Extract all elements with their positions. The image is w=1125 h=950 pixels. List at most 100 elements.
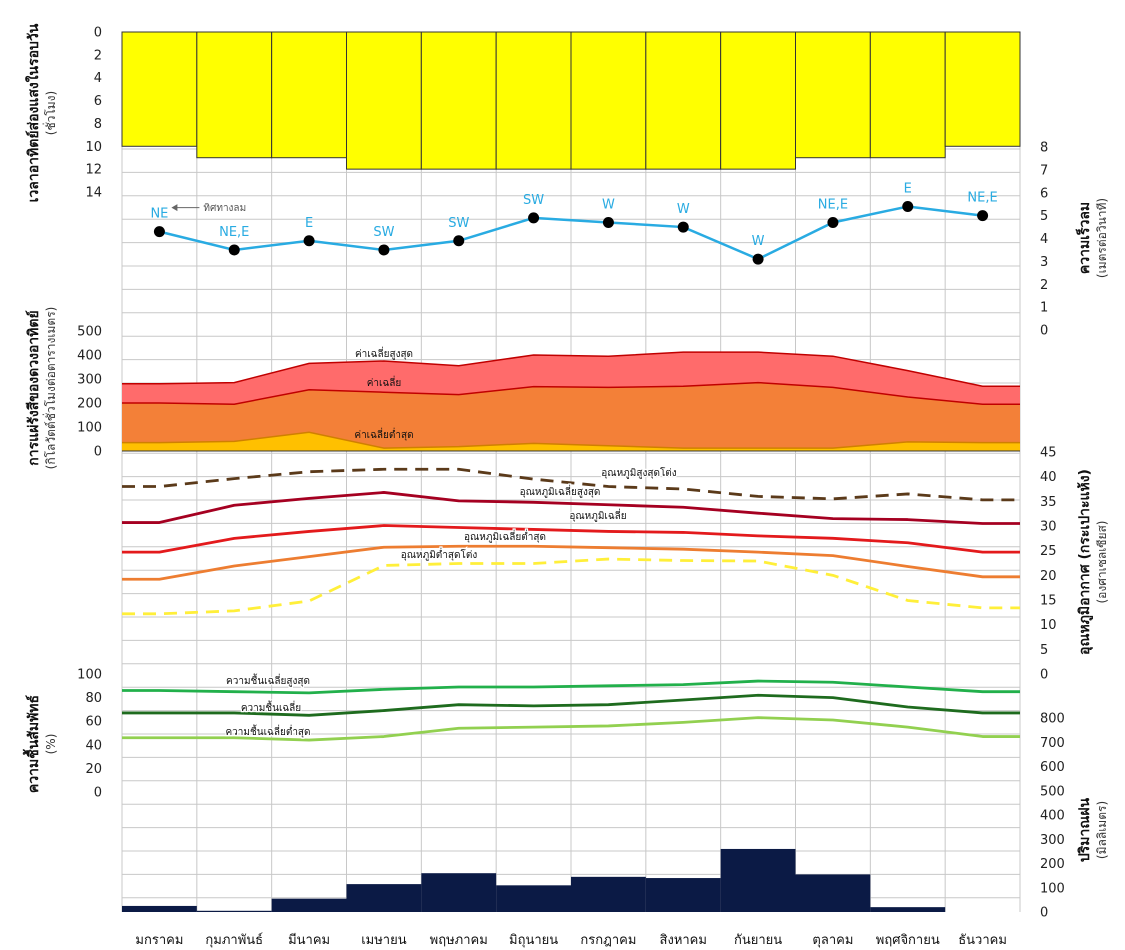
wind-direction-label: E bbox=[305, 216, 313, 231]
humidity-tick-label: 40 bbox=[85, 738, 102, 753]
temperature-tick-label: 40 bbox=[1040, 470, 1057, 485]
rainfall-bar bbox=[496, 885, 571, 912]
sunshine-bar bbox=[420, 31, 497, 170]
sunshine-tick-label: 14 bbox=[85, 186, 102, 201]
sunshine-tick-label: 10 bbox=[85, 140, 102, 155]
month-label: กุมภาพันธ์ bbox=[205, 932, 263, 948]
temperature-label-mean_max: อุณหภูมิเฉลี่ยสูงสุด bbox=[520, 484, 601, 498]
temperature-tick-label: 30 bbox=[1040, 520, 1057, 535]
rainfall-tick-label: 0 bbox=[1040, 906, 1048, 921]
sunshine-bar bbox=[346, 31, 422, 170]
radiation-panel: ค่าเฉลี่ยสูงสุดค่าเฉลี่ยค่าเฉลี่ยต่ำสุด bbox=[122, 346, 1020, 452]
rainfall-tick-label: 800 bbox=[1040, 712, 1065, 727]
rainfall-tick-label: 500 bbox=[1040, 784, 1065, 799]
wind-direction-label: W bbox=[677, 202, 690, 217]
rainfall-tick-label: 300 bbox=[1040, 833, 1065, 848]
sunshine-axis-title: เวลาอาทิตย์ส่องแสงในรอบวัน bbox=[24, 23, 42, 202]
wind-direction-label: NE,E bbox=[967, 191, 997, 206]
humidity-tick-label: 100 bbox=[77, 668, 102, 683]
month-label: ธันวาคม bbox=[958, 933, 1007, 948]
wind-axis-unit: (เมตรต่อวินาที) bbox=[1095, 198, 1109, 278]
wind-point bbox=[602, 216, 614, 228]
radiation-area-mean bbox=[122, 382, 1020, 451]
humidity-label-max: ความชื้นเฉลี่ยสูงสุด bbox=[226, 673, 310, 687]
temperature-tick-label: 35 bbox=[1040, 495, 1057, 510]
radiation-label-mean: ค่าเฉลี่ย bbox=[367, 375, 402, 389]
temperature-line-mean_min bbox=[122, 544, 1020, 581]
wind-point bbox=[378, 244, 390, 256]
wind-point bbox=[902, 200, 914, 212]
rainfall-tick-label: 200 bbox=[1040, 857, 1065, 872]
sunshine-bar bbox=[121, 31, 198, 147]
rainfall-bar bbox=[870, 907, 946, 912]
temperature-axis-unit: (องศาเซลเซียส) bbox=[1095, 521, 1109, 604]
sunshine-bar bbox=[944, 31, 1021, 147]
humidity-label-mean: ความชื้นเฉลี่ย bbox=[241, 700, 301, 714]
wind-direction-label: SW bbox=[373, 225, 394, 240]
month-label: ตุลาคม bbox=[812, 933, 853, 948]
month-label: กรกฎาคม bbox=[580, 933, 636, 948]
wind-direction-label: SW bbox=[523, 193, 544, 208]
temperature-tick-label: 20 bbox=[1040, 569, 1057, 584]
wind-direction-label: W bbox=[752, 234, 765, 249]
rainfall-axis-title: ปริมาณฝน bbox=[1077, 797, 1093, 862]
wind-point bbox=[752, 253, 764, 265]
rainfall-bar bbox=[645, 878, 721, 912]
sunshine-tick-label: 4 bbox=[94, 71, 102, 86]
temperature-line-mean_max bbox=[122, 491, 1020, 525]
rainfall-bar bbox=[421, 873, 497, 912]
wind-direction-label: SW bbox=[448, 216, 469, 231]
sunshine-tick-label: 0 bbox=[94, 26, 102, 41]
radiation-tick-label: 500 bbox=[77, 325, 102, 340]
wind-tick-label: 8 bbox=[1040, 141, 1048, 156]
radiation-axis-title: การแผ่รังสีของดวงอาทิตย์ bbox=[25, 310, 42, 465]
wind-tick-label: 2 bbox=[1040, 278, 1048, 293]
rainfall-tick-label: 100 bbox=[1040, 881, 1065, 896]
sunshine-tick-label: 8 bbox=[94, 117, 102, 132]
wind-tick-label: 7 bbox=[1040, 163, 1048, 178]
wind-point bbox=[453, 235, 465, 247]
wind-point bbox=[677, 221, 689, 233]
wind-direction-label: NE,E bbox=[818, 197, 848, 212]
rainfall-bar bbox=[122, 905, 197, 912]
humidity-axis-unit: (%) bbox=[44, 734, 58, 755]
temperature-tick-label: 10 bbox=[1040, 618, 1057, 633]
wind-annotation-label: ทิศทางลม bbox=[203, 203, 246, 214]
radiation-label-min: ค่าเฉลี่ยต่ำสุด bbox=[354, 427, 413, 441]
radiation-area-min bbox=[122, 432, 1020, 451]
sunshine-bar bbox=[720, 31, 797, 170]
wind-tick-label: 6 bbox=[1040, 186, 1048, 201]
temperature-label-abs_min: อุณหภูมิต่ำสุดโต่ง bbox=[401, 547, 478, 561]
temperature-tick-label: 45 bbox=[1040, 446, 1057, 461]
sunshine-bar bbox=[645, 31, 722, 170]
sunshine-bar bbox=[869, 31, 946, 159]
radiation-tick-label: 100 bbox=[77, 421, 102, 436]
month-label: สิงหาคม bbox=[659, 933, 706, 948]
temperature-line-abs_min bbox=[122, 557, 1020, 616]
temperature-panel: อุณหภูมิสูงสุดโต่งอุณหภูมิเฉลี่ยสูงสุดอุ… bbox=[122, 465, 1020, 616]
wind-point bbox=[528, 212, 540, 224]
humidity-tick-label: 60 bbox=[85, 715, 102, 730]
rainfall-tick-label: 600 bbox=[1040, 760, 1065, 775]
humidity-tick-label: 20 bbox=[85, 762, 102, 777]
wind-panel: NE NE,E E SW SW SW W W W NE,E E NE,E ทิศทางลม bbox=[150, 181, 998, 265]
wind-direction-label: NE bbox=[150, 207, 168, 222]
radiation-tick-label: 200 bbox=[77, 397, 102, 412]
month-label: กันยายน bbox=[734, 933, 782, 948]
rainfall-bar bbox=[196, 910, 272, 912]
temperature-tick-label: 0 bbox=[1040, 668, 1048, 683]
rainfall-bar bbox=[271, 898, 347, 912]
month-label: มกราคม bbox=[135, 933, 183, 948]
wind-direction-label: W bbox=[602, 197, 615, 212]
radiation-tick-label: 300 bbox=[77, 373, 102, 388]
humidity-tick-label: 80 bbox=[85, 691, 102, 706]
temperature-tick-label: 25 bbox=[1040, 544, 1057, 559]
sunshine-bar bbox=[271, 31, 347, 159]
wind-point bbox=[827, 216, 839, 228]
temperature-label-abs_max: อุณหภูมิสูงสุดโต่ง bbox=[601, 466, 677, 479]
month-label: เมษายน bbox=[361, 933, 406, 948]
rainfall-bar bbox=[795, 874, 871, 912]
temperature-line-mean bbox=[122, 524, 1020, 554]
wind-line bbox=[159, 205, 983, 261]
sunshine-bar bbox=[196, 31, 273, 159]
